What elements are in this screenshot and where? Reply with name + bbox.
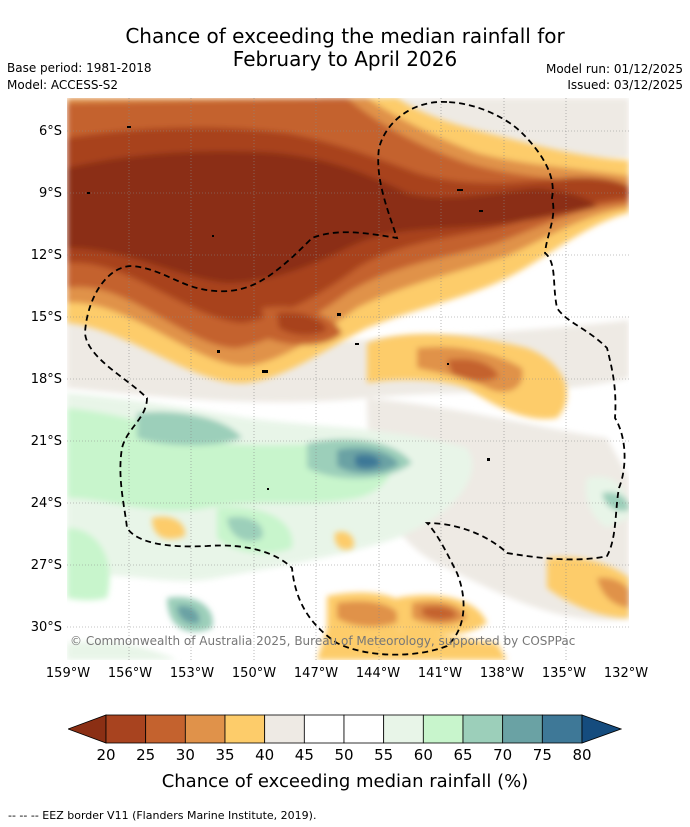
- colorbar-swatch: [462, 714, 504, 744]
- colorbar-swatch: [264, 714, 305, 744]
- lat-label-21s: 21°S: [30, 434, 62, 449]
- graticule: [67, 98, 629, 660]
- base-period: Base period: 1981-2018: [7, 61, 152, 75]
- lon-label-147w: 147°W: [293, 666, 339, 681]
- colorbar-tick-label: 20: [96, 746, 116, 764]
- colorbar-swatch: [383, 714, 424, 744]
- colorbar-swatch: [502, 714, 543, 744]
- lat-label-30s: 30°S: [30, 620, 62, 635]
- copyright-notice: © Commonwealth of Australia 2025, Bureau…: [70, 634, 576, 648]
- title-line-2: February to April 2026: [232, 47, 458, 71]
- colorbar-tick-label: 50: [334, 746, 354, 764]
- colorbar-tick-label: 35: [215, 746, 235, 764]
- colorbar-swatch: [145, 714, 186, 744]
- colorbar-extend-low: [68, 714, 107, 744]
- colorbar-tick-label: 40: [255, 746, 275, 764]
- lon-label-132w: 132°W: [603, 666, 649, 681]
- colorbar-swatch: [541, 714, 583, 744]
- colorbar-tick-label: 30: [175, 746, 195, 764]
- lon-label-150w: 150°W: [231, 666, 277, 681]
- colorbar-swatch: [184, 714, 226, 744]
- colorbar-tick-label: 25: [136, 746, 156, 764]
- colorbar-swatch: [105, 714, 147, 744]
- lat-label-24s: 24°S: [30, 496, 62, 511]
- eez-legend: -- -- -- EEZ border V11 (Flanders Marine…: [8, 809, 317, 822]
- title-line-1: Chance of exceeding the median rainfall …: [125, 24, 565, 48]
- island-markers: [87, 126, 490, 490]
- issued-date: Issued: 03/12/2025: [567, 78, 683, 92]
- colorbar-tick-label: 80: [572, 746, 592, 764]
- lon-label-159w: 159°W: [45, 666, 91, 681]
- colorbar-tick-label: 45: [294, 746, 314, 764]
- lon-label-138w: 138°W: [479, 666, 525, 681]
- lon-label-144w: 144°W: [355, 666, 401, 681]
- lat-label-12s: 12°S: [30, 248, 62, 263]
- colorbar-tick-label: 75: [532, 746, 552, 764]
- lon-label-141w: 141°W: [417, 666, 463, 681]
- lat-label-15s: 15°S: [30, 310, 62, 325]
- lat-label-9s: 9°S: [38, 186, 62, 201]
- colorbar-tick-label: 70: [493, 746, 513, 764]
- colorbar-swatch: [224, 714, 266, 744]
- colorbar-tick-label: 55: [374, 746, 394, 764]
- model-name: Model: ACCESS-S2: [7, 78, 119, 92]
- colorbar-tick-label: 60: [413, 746, 433, 764]
- lat-label-18s: 18°S: [30, 372, 62, 387]
- colorbar-swatch: [343, 714, 385, 744]
- colorbar: [68, 714, 622, 744]
- lon-label-156w: 156°W: [107, 666, 153, 681]
- lon-label-153w: 153°W: [169, 666, 215, 681]
- model-run: Model run: 01/12/2025: [545, 62, 683, 76]
- colorbar-swatch: [422, 714, 464, 744]
- colorbar-tick-label: 65: [453, 746, 473, 764]
- colorbar-extend-high: [581, 714, 622, 744]
- rainfall-map: [67, 98, 629, 660]
- lat-label-27s: 27°S: [30, 558, 62, 573]
- lon-label-135w: 135°W: [541, 666, 587, 681]
- lat-label-6s: 6°S: [38, 124, 62, 139]
- eez-border: [84, 101, 626, 656]
- colorbar-title: Chance of exceeding median rainfall (%): [161, 771, 529, 792]
- colorbar-swatch: [303, 714, 345, 744]
